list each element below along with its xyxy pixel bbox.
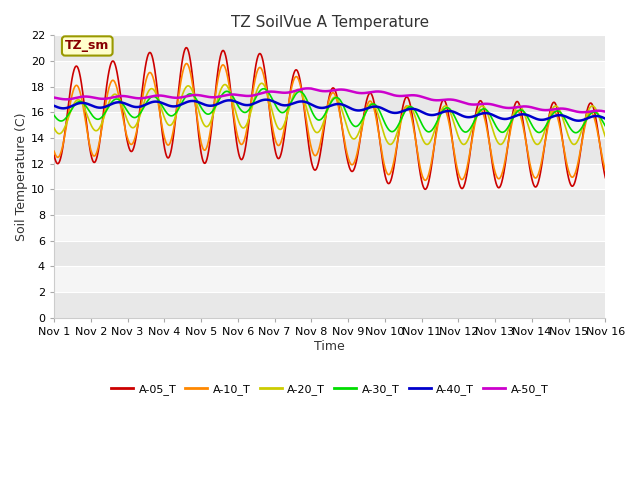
Bar — [54, 87, 605, 112]
Y-axis label: Soil Temperature (C): Soil Temperature (C) — [15, 112, 28, 241]
Bar — [54, 61, 605, 87]
Text: TZ_sm: TZ_sm — [65, 39, 109, 52]
Legend: A-05_T, A-10_T, A-20_T, A-30_T, A-40_T, A-50_T: A-05_T, A-10_T, A-20_T, A-30_T, A-40_T, … — [106, 380, 553, 399]
Bar — [54, 190, 605, 215]
Bar — [54, 215, 605, 240]
Bar — [54, 240, 605, 266]
Bar — [54, 112, 605, 138]
Bar — [54, 164, 605, 190]
Title: TZ SoilVue A Temperature: TZ SoilVue A Temperature — [230, 15, 429, 30]
Bar — [54, 36, 605, 61]
Bar — [54, 292, 605, 318]
Bar — [54, 138, 605, 164]
Bar — [54, 266, 605, 292]
X-axis label: Time: Time — [314, 339, 345, 352]
